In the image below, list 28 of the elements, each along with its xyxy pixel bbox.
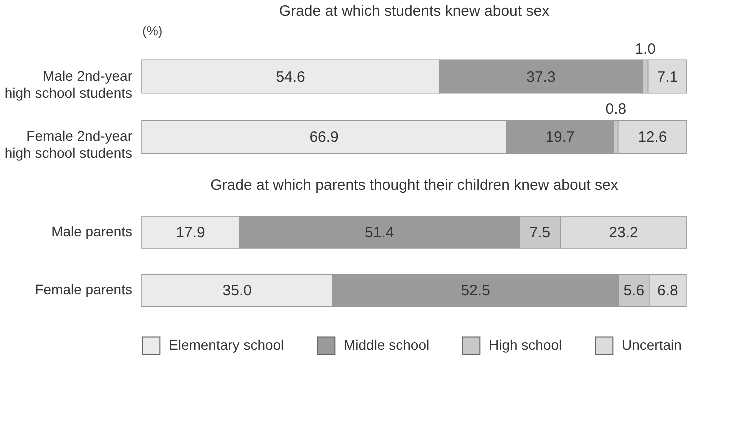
data-label: 66.9 xyxy=(310,129,339,146)
data-label: 7.1 xyxy=(657,68,678,86)
y-tick-label: Female parents xyxy=(35,282,132,298)
data-label: 12.6 xyxy=(638,129,668,146)
y-tick-label: Male 2nd-year high school students xyxy=(4,68,133,101)
legend-label: Middle school xyxy=(344,336,430,353)
data-label: 17.9 xyxy=(176,224,206,242)
legend-label: High school xyxy=(489,336,562,353)
data-label: 0.8 xyxy=(606,101,627,118)
data-label: 52.5 xyxy=(461,282,490,300)
data-label: 5.6 xyxy=(624,282,645,300)
bar xyxy=(618,120,688,154)
data-label: 1.0 xyxy=(635,40,656,58)
x-axis-title: (%) xyxy=(142,24,163,38)
y-tick-label: Male parents xyxy=(52,223,132,240)
data-label: 37.3 xyxy=(526,68,556,86)
legend-label: Elementary school xyxy=(169,336,284,353)
data-label: 19.7 xyxy=(546,129,575,146)
data-label: 6.8 xyxy=(657,282,678,300)
data-label: 51.4 xyxy=(365,224,394,242)
data-label: 35.0 xyxy=(222,282,252,300)
data-label: 23.2 xyxy=(609,224,638,242)
data-label: 54.6 xyxy=(276,68,306,86)
chart-title: Grade at which students knew about sex xyxy=(279,3,550,20)
legend-label: Uncertain xyxy=(622,336,682,353)
chart-title: Grade at which parents thought their children knew about sex xyxy=(210,177,619,194)
y-tick-label: Female 2nd-year high school students xyxy=(4,128,133,162)
data-label: 7.5 xyxy=(530,224,551,242)
